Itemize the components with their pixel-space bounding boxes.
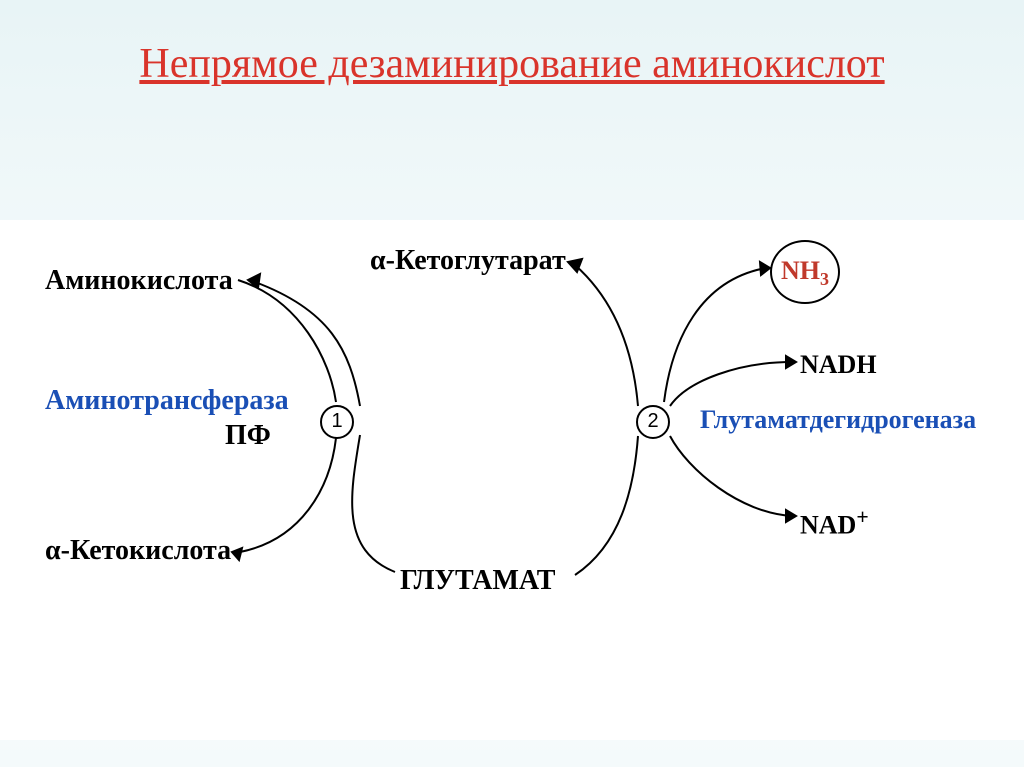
label-nad: NAD+ [800,505,869,541]
label-aminotransferase: Аминотрансфераза [45,385,289,417]
nh3-circle: NH3 [770,240,840,304]
label-ketoacid: α-Кетокислота [45,535,231,567]
label-pf: ПФ [225,420,271,452]
label-glutamate: ГЛУТАМАТ [400,565,555,597]
step-1-circle: 1 [320,405,354,439]
page-title: Непрямое дезаминирование аминокислот [0,40,1024,88]
label-ketoglutarate: α-Кетоглутарат [370,245,566,277]
arrows-svg [0,220,1024,740]
label-aminoacid: Аминокислота [45,265,233,297]
diagram-area: Аминокислота Аминотрансфераза ПФ α-Кеток… [0,220,1024,740]
step-2-circle: 2 [636,405,670,439]
label-gdh: Глутаматдегидрогеназа [700,405,976,435]
label-nadh: NADH [800,350,877,380]
